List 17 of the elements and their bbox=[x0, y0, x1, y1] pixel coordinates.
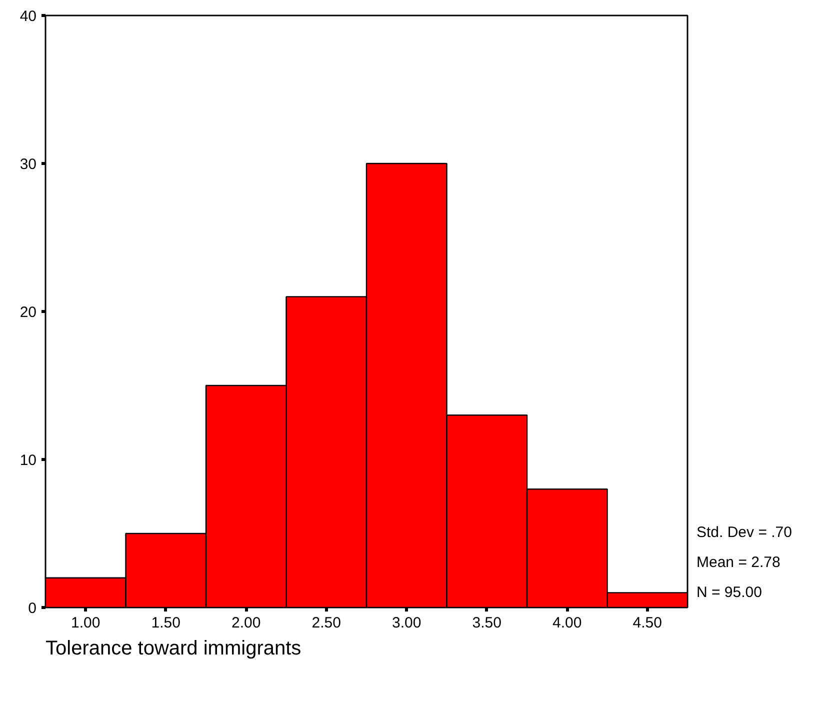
y-tick-label: 20 bbox=[20, 304, 37, 321]
y-tick-label: 10 bbox=[20, 452, 37, 469]
text: N = 95.00 bbox=[696, 584, 762, 601]
x-tick-label: 2.50 bbox=[312, 614, 341, 632]
x-tick-label: 1.50 bbox=[151, 614, 180, 632]
y-tick-label: 30 bbox=[20, 156, 37, 173]
text: Std. Dev = .70 bbox=[696, 524, 792, 541]
x-tick-label: 4.50 bbox=[632, 614, 662, 632]
x-tick-label: 2.00 bbox=[232, 614, 261, 632]
text: Mean = 2.78 bbox=[696, 554, 780, 571]
x-tick-label: 3.50 bbox=[472, 614, 502, 632]
y-tick-label: 0 bbox=[28, 600, 36, 617]
x-tick-label: 1.00 bbox=[71, 614, 100, 632]
x-tick-label: 4.00 bbox=[552, 614, 582, 632]
y-tick-label: 40 bbox=[20, 8, 37, 25]
x-axis-title: Tolerance toward immigrants bbox=[46, 638, 302, 660]
x-tick-label: 3.00 bbox=[392, 614, 422, 632]
